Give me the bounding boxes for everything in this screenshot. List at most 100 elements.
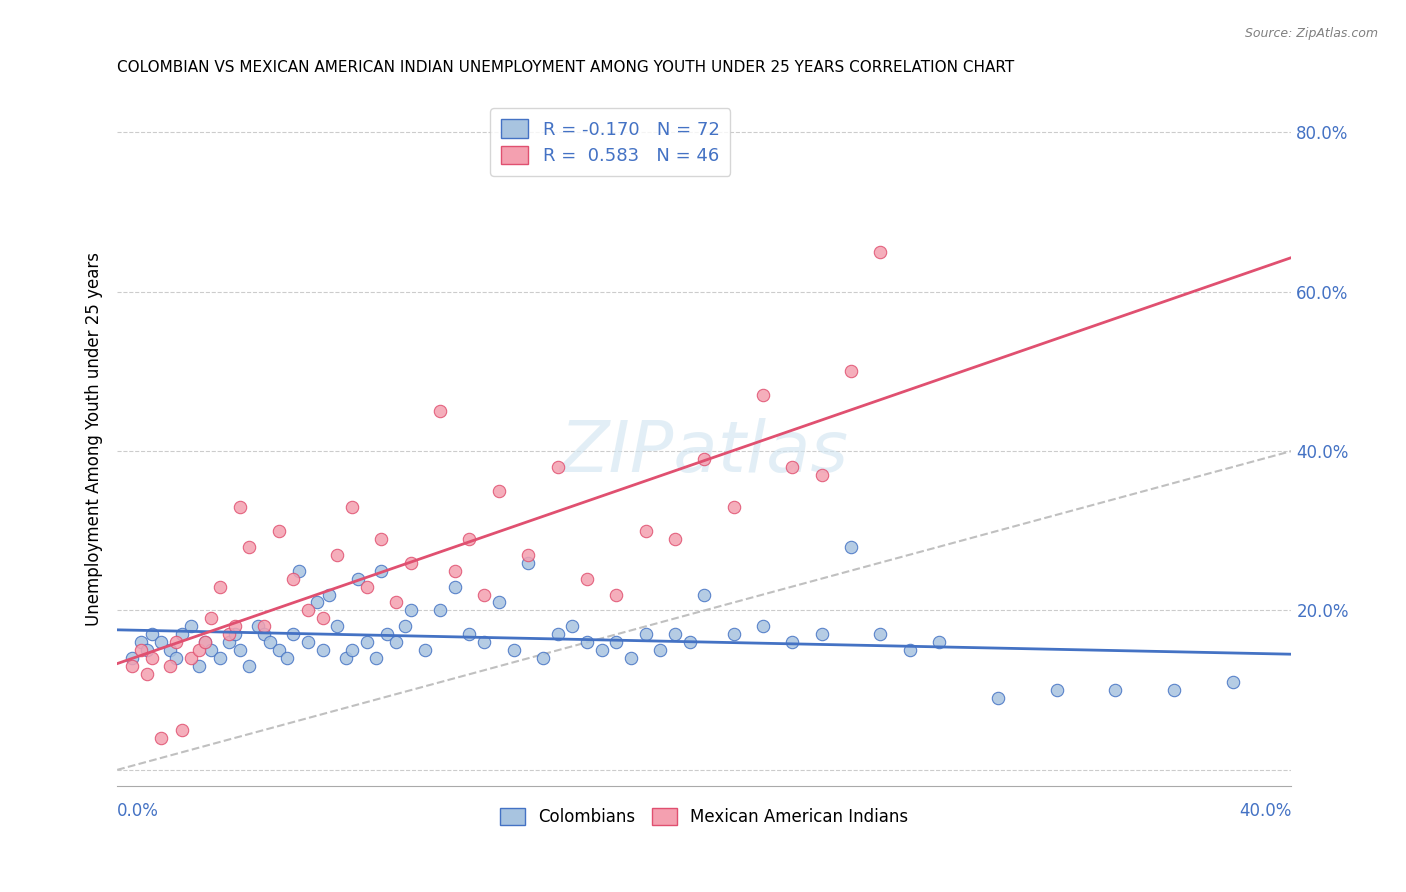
Point [326,548,349,562]
Point [782,635,804,649]
Point [429,404,451,418]
Point [650,643,672,657]
Point [340,643,363,657]
Point [370,532,392,546]
Point [605,587,627,601]
Point [531,651,554,665]
Point [385,595,408,609]
Point [188,659,211,673]
Y-axis label: Unemployment Among Youth under 25 years: Unemployment Among Youth under 25 years [86,252,103,626]
Point [200,611,222,625]
Point [443,580,465,594]
Point [238,540,260,554]
Point [517,548,540,562]
Point [224,619,246,633]
Point [591,643,613,657]
Point [188,643,211,657]
Point [253,619,276,633]
Point [129,635,152,649]
Point [194,635,217,649]
Point [208,651,231,665]
Point [253,627,276,641]
Point [141,651,163,665]
Point [170,627,193,641]
Point [165,635,187,649]
Text: COLOMBIAN VS MEXICAN AMERICAN INDIAN UNEMPLOYMENT AMONG YOUTH UNDER 25 YEARS COR: COLOMBIAN VS MEXICAN AMERICAN INDIAN UNE… [117,60,1015,75]
Point [370,564,392,578]
Point [129,643,152,657]
Point [752,619,775,633]
Text: 0.0%: 0.0% [117,802,159,820]
Point [283,572,305,586]
Point [928,635,950,649]
Point [170,723,193,737]
Point [752,388,775,402]
Point [312,643,335,657]
Point [415,643,437,657]
Point [135,643,157,657]
Point [723,500,745,514]
Point [229,643,252,657]
Point [1104,683,1126,698]
Point [429,603,451,617]
Point [229,500,252,514]
Point [283,627,305,641]
Point [356,580,378,594]
Point [1045,683,1067,698]
Point [547,460,569,475]
Point [987,691,1010,706]
Legend: Colombians, Mexican American Indians: Colombians, Mexican American Indians [494,801,915,833]
Point [267,643,290,657]
Point [347,572,370,586]
Point [224,627,246,641]
Point [267,524,290,538]
Point [575,572,598,586]
Point [472,635,495,649]
Point [159,659,181,673]
Point [869,244,891,259]
Point [693,452,716,467]
Point [356,635,378,649]
Point [488,595,510,609]
Point [488,483,510,498]
Point [458,532,481,546]
Point [247,619,270,633]
Point [312,611,335,625]
Point [318,587,340,601]
Point [276,651,298,665]
Point [135,667,157,681]
Point [180,651,202,665]
Point [472,587,495,601]
Point [810,627,832,641]
Point [399,603,422,617]
Point [375,627,398,641]
Point [443,564,465,578]
Point [326,619,349,633]
Point [194,635,217,649]
Point [305,595,328,609]
Point [121,659,143,673]
Point [238,659,260,673]
Point [575,635,598,649]
Point [297,635,319,649]
Text: 40.0%: 40.0% [1239,802,1292,820]
Point [1163,683,1185,698]
Point [159,643,181,657]
Point [664,532,686,546]
Point [218,635,240,649]
Point [150,635,173,649]
Point [517,556,540,570]
Point [200,643,222,657]
Point [218,627,240,641]
Point [898,643,921,657]
Point [634,627,657,641]
Point [605,635,627,649]
Point [723,627,745,641]
Point [1222,675,1244,690]
Point [679,635,702,649]
Point [839,364,862,378]
Point [547,627,569,641]
Point [839,540,862,554]
Text: ZIPatlas: ZIPatlas [560,418,849,487]
Point [208,580,231,594]
